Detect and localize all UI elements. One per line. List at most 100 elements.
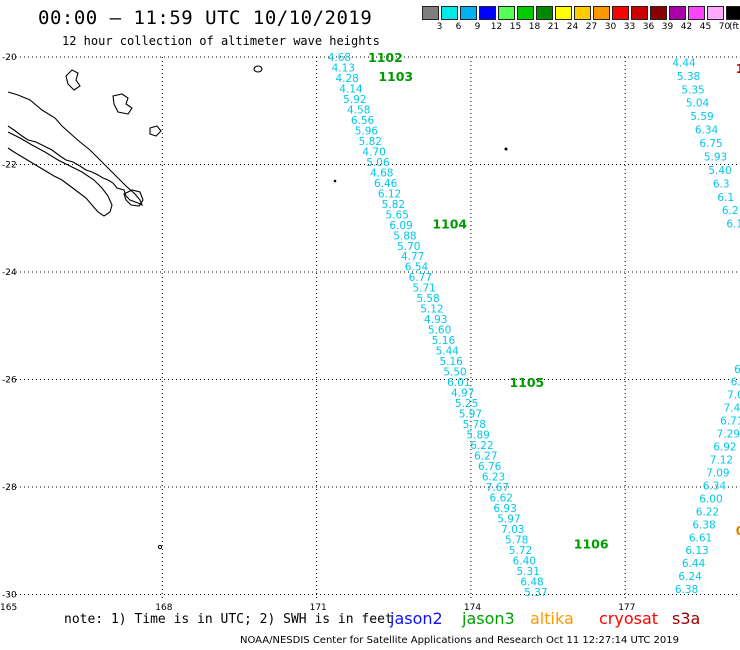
swh-value: 5.44 <box>436 346 460 358</box>
footer-note: note: 1) Time is in UTC; 2) SWH is in fe… <box>64 612 393 627</box>
ouvea-island <box>65 69 81 91</box>
swh-value: 6.56 <box>351 115 375 127</box>
swh-value: 5.78 <box>463 419 486 431</box>
swh-value: 7.03 <box>501 524 524 536</box>
swh-value: 6.61 <box>689 532 712 544</box>
legend-unit: (ft) <box>729 22 740 32</box>
legend-tick-label: 18 <box>528 22 541 32</box>
time-labels: 1102 1103 1104 1105 1106 1 0 <box>368 50 740 551</box>
swh-value: 5.25 <box>455 398 478 410</box>
legend-swatch <box>555 6 572 20</box>
swh-value: 5.82 <box>382 199 405 211</box>
longitude-label: 168 <box>155 603 172 613</box>
satellite-legend-item: jason2 <box>390 609 443 628</box>
swh-value: 7.0 <box>727 390 740 402</box>
longitude-label: 174 <box>464 603 481 613</box>
legend-swatch <box>650 6 667 20</box>
swh-value: 5.71 <box>412 283 435 295</box>
swh-value: 6.76 <box>478 461 502 473</box>
swh-value: 4.68 <box>370 167 393 179</box>
swh-value: 5.72 <box>509 545 532 557</box>
legend-tick-label: 39 <box>661 22 674 32</box>
legend-tick-label: 12 <box>490 22 503 32</box>
swh-value: 7.09 <box>706 467 729 479</box>
swh-value: 6.75 <box>699 138 722 150</box>
legend-tick-label: 36 <box>642 22 655 32</box>
swh-value: 5.06 <box>366 157 390 169</box>
swh-value: 7.67 <box>486 482 509 494</box>
latitude-label: -30 <box>2 591 17 601</box>
swh-value: 5.70 <box>397 241 420 253</box>
swh-value: 6.62 <box>490 492 513 504</box>
swh-value: 6.22 <box>470 440 493 452</box>
swh-value: 5.40 <box>708 165 731 177</box>
legend-swatch <box>612 6 629 20</box>
new-caledonia-coastline <box>7 91 144 207</box>
satellite-legend-item: s3a <box>672 609 701 628</box>
swh-value: 4.77 <box>401 251 424 263</box>
swh-value: 5.96 <box>355 125 379 137</box>
legend-swatch <box>422 6 439 20</box>
swh-value: 5.88 <box>393 230 416 242</box>
swh-value: 5.04 <box>686 98 710 110</box>
map-subtitle: 12 hour collection of altimeter wave hei… <box>62 34 380 48</box>
mare-island <box>149 125 162 137</box>
swh-value: 6.48 <box>520 576 543 588</box>
legend-swatch <box>631 6 648 20</box>
swh-value: 6.22 <box>696 506 719 518</box>
latitude-label: -24 <box>2 268 17 278</box>
time-label: 1103 <box>378 69 413 84</box>
swh-value: 5.97 <box>459 409 482 421</box>
swh-value: 7.29 <box>717 429 740 441</box>
swh-value: 5.37 <box>524 587 547 599</box>
swh-value: 6.40 <box>513 555 536 567</box>
legend-swatch <box>479 6 496 20</box>
small-island-walpole <box>333 179 337 183</box>
swh-value: 6.1 <box>717 192 734 204</box>
swh-value: 5.93 <box>704 151 727 163</box>
latitude-label: -28 <box>2 483 17 493</box>
latitude-label: -26 <box>2 376 17 386</box>
swh-value: 4.93 <box>424 314 447 326</box>
legend-tick-label: 9 <box>474 22 481 32</box>
time-label: 1106 <box>574 536 609 551</box>
small-island-south <box>157 544 163 550</box>
swh-value: 4.28 <box>335 73 358 85</box>
grid-lines <box>8 56 738 598</box>
legend-swatch <box>688 6 705 20</box>
satellite-legend-item: altika <box>530 609 574 628</box>
legend-swatch <box>441 6 458 20</box>
swh-value: 5.60 <box>428 325 451 337</box>
swh-value: 6.13 <box>685 545 708 557</box>
satellite-legend-item: jason3 <box>462 609 515 628</box>
swh-value: 5.58 <box>416 293 439 305</box>
satellite-tracks: 4.684.134.284.145.924.586.565.965.824.70… <box>328 52 740 599</box>
coastline <box>7 65 508 550</box>
swh-value: 6.3 <box>713 178 730 190</box>
latitude-labels: -20 -22 -24 -26 -28 -30 <box>2 53 17 601</box>
swh-value: 4.70 <box>362 146 385 158</box>
longitude-label: 177 <box>618 603 635 613</box>
swh-value: 6.23 <box>482 471 505 483</box>
longitude-label: 171 <box>310 603 327 613</box>
isle-of-pines <box>123 189 144 207</box>
legend-swatch <box>593 6 610 20</box>
legend-swatch <box>707 6 724 20</box>
swh-value: 6.34 <box>703 480 727 492</box>
swh-value: 5.97 <box>497 513 520 525</box>
swh-value: 6.24 <box>678 571 702 583</box>
swh-value: 6.44 <box>682 558 706 570</box>
swh-value: 4.13 <box>332 62 355 74</box>
map-title: 00:00 – 11:59 UTC 10/10/2019 <box>38 7 373 29</box>
swh-value: 6.71 <box>720 416 740 428</box>
swh-value: 4.68 <box>328 52 351 64</box>
legend-tick-label: 33 <box>623 22 636 32</box>
legend-tick-label: 42 <box>680 22 693 32</box>
satellite-legend-item: cryosat <box>599 609 659 628</box>
swh-value: 5.78 <box>505 534 528 546</box>
longitude-label: 165 <box>0 603 17 613</box>
small-island-matthew <box>504 147 508 151</box>
swh-value: 5.82 <box>359 136 382 148</box>
swh-value: 4.14 <box>339 83 363 95</box>
